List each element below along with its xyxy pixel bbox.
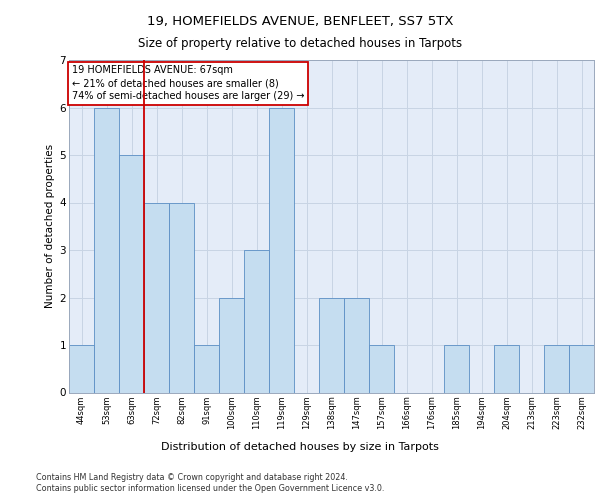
Bar [169, 202, 194, 392]
Bar [144, 202, 169, 392]
Text: 19, HOMEFIELDS AVENUE, BENFLEET, SS7 5TX: 19, HOMEFIELDS AVENUE, BENFLEET, SS7 5TX [147, 15, 453, 28]
Bar [69, 345, 94, 393]
Bar [344, 298, 369, 392]
Bar [119, 155, 144, 392]
Bar [544, 345, 569, 393]
Bar [194, 345, 219, 393]
Bar [494, 345, 519, 393]
Text: Size of property relative to detached houses in Tarpots: Size of property relative to detached ho… [138, 38, 462, 51]
Bar [444, 345, 469, 393]
Bar [219, 298, 244, 392]
Bar [319, 298, 344, 392]
Text: Distribution of detached houses by size in Tarpots: Distribution of detached houses by size … [161, 442, 439, 452]
Bar [94, 108, 119, 393]
Y-axis label: Number of detached properties: Number of detached properties [46, 144, 55, 308]
Bar [244, 250, 269, 392]
Bar [269, 108, 294, 393]
Text: 19 HOMEFIELDS AVENUE: 67sqm
← 21% of detached houses are smaller (8)
74% of semi: 19 HOMEFIELDS AVENUE: 67sqm ← 21% of det… [71, 65, 304, 102]
Bar [569, 345, 594, 393]
Bar [369, 345, 394, 393]
Text: Contains HM Land Registry data © Crown copyright and database right 2024.: Contains HM Land Registry data © Crown c… [36, 472, 348, 482]
Text: Contains public sector information licensed under the Open Government Licence v3: Contains public sector information licen… [36, 484, 385, 493]
